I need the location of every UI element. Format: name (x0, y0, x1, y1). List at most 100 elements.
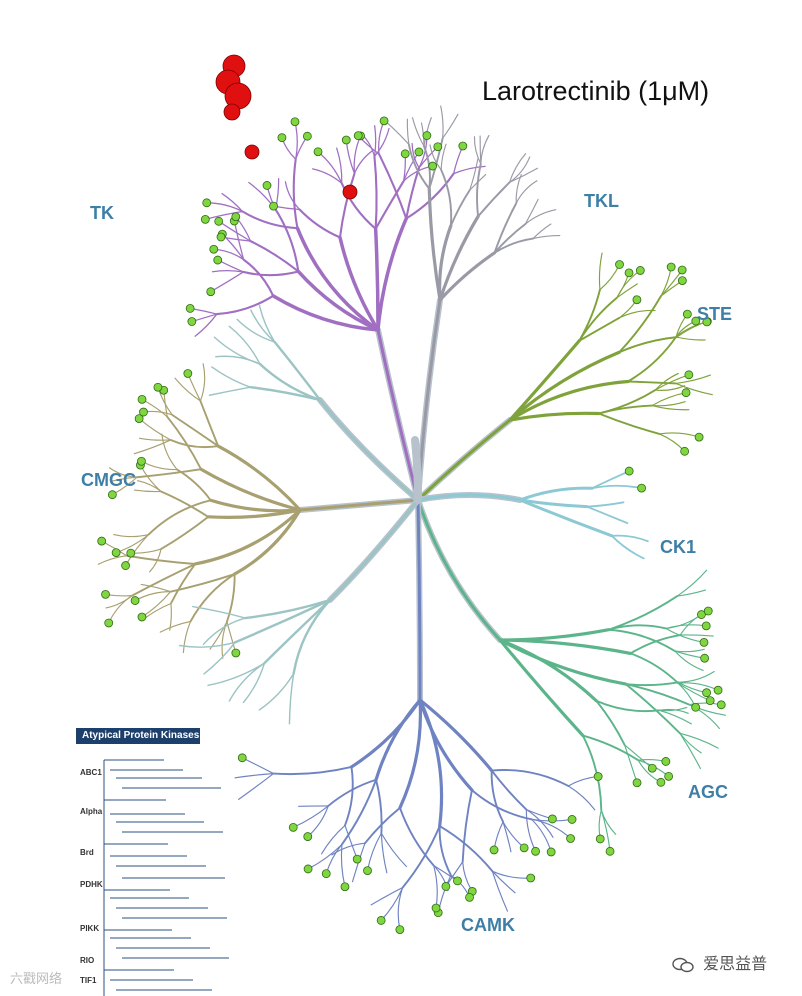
branch-line (193, 508, 302, 566)
branch-line (618, 336, 678, 354)
kinase-node-ste (684, 370, 694, 380)
branch-line (160, 490, 210, 518)
branch-line (210, 271, 245, 293)
branch-line (228, 325, 261, 365)
kinase-node-ck1 (637, 483, 646, 493)
group-trunk-ste (416, 418, 512, 502)
kinase-node-tk (379, 116, 389, 126)
branch-line (138, 418, 172, 441)
branch-line (581, 734, 603, 812)
branch-line (169, 438, 220, 449)
kinase-node-ste (632, 295, 642, 305)
branch-line (373, 125, 377, 158)
branch-line (373, 227, 380, 332)
branch-line (131, 563, 197, 597)
branch-line (480, 134, 490, 165)
branch-line (493, 223, 527, 254)
branch-line (242, 270, 300, 277)
branch-line (624, 683, 691, 706)
kinase-node-agc (699, 637, 709, 647)
kinase-node-agc (705, 696, 715, 706)
branch-line (233, 508, 302, 576)
branch-line (113, 533, 150, 538)
branch-line (207, 662, 266, 687)
kinase-node-agc (656, 777, 666, 787)
kinase-node-tk (269, 201, 278, 211)
wechat-icon (672, 957, 694, 972)
branch-line (401, 825, 441, 889)
branch-line (418, 698, 494, 773)
kinase-node-tk (214, 216, 224, 226)
branch-line (233, 598, 332, 644)
branch-line (340, 778, 378, 846)
branch-line (498, 638, 585, 738)
branch-line (307, 805, 329, 838)
branch-line (182, 620, 192, 654)
kinase-node-tk (302, 131, 312, 141)
branch-line (169, 563, 197, 605)
kinase-node-camk (531, 846, 540, 856)
group-label-camk: CAMK (461, 915, 515, 935)
branch-line (377, 152, 408, 220)
branch-line (518, 498, 614, 538)
kinase-node-agc (700, 653, 710, 663)
branch-line (418, 698, 444, 828)
branch-line (610, 534, 645, 560)
branch-line (518, 486, 594, 502)
branch-line (234, 772, 275, 779)
branch-line (473, 136, 482, 165)
kinase-node-tk (414, 147, 424, 157)
branch-line (108, 595, 133, 624)
branch-line (338, 172, 356, 239)
branch-line (461, 789, 473, 863)
branch-line (411, 117, 425, 147)
branch-line (508, 379, 630, 422)
branch-line (490, 769, 505, 823)
branch-line (194, 313, 218, 337)
branch-line (598, 252, 603, 291)
branch-line (600, 809, 617, 835)
kinase-node-tk (313, 147, 323, 157)
branch-line (438, 251, 497, 302)
branch-line (215, 294, 275, 316)
branch-line (433, 864, 438, 909)
kinase-node-camk (453, 876, 462, 886)
kinase-node-cmgc (101, 589, 110, 599)
branch-line (273, 340, 322, 402)
branch-line (169, 602, 172, 631)
branch-line (581, 734, 640, 762)
branch-line (139, 464, 162, 493)
branch-line (624, 681, 680, 687)
branch-line (676, 569, 708, 597)
kinase-node-cmgc (97, 536, 107, 546)
kinase-node-camk (431, 903, 441, 913)
branch-line (651, 392, 687, 407)
branch-line (211, 270, 245, 273)
kinase-node-camk (465, 892, 474, 902)
kinase-node-cmgc (137, 612, 147, 622)
branch-line (274, 208, 300, 273)
branch-line (211, 366, 252, 388)
branch-line (135, 468, 202, 479)
group-trunk-camk (416, 498, 422, 702)
branch-line (469, 158, 479, 191)
kinase-node-ste (694, 432, 704, 442)
branch-line (508, 350, 621, 422)
branch-line (149, 548, 162, 573)
branch-line (250, 309, 276, 343)
branch-line (476, 162, 482, 218)
branch-line (166, 415, 202, 471)
kinase-node-agc (647, 763, 657, 773)
atypical-item-brd: Brd (80, 848, 94, 857)
branch-line (599, 263, 621, 291)
atypical-item-pdhk: PDHK (80, 880, 103, 889)
branch-line (272, 766, 353, 776)
branch-line (312, 168, 343, 184)
kinase-node-cmgc (130, 596, 140, 605)
atypical-header: Atypical Protein Kinases (76, 728, 200, 744)
kinase-node-tk (277, 133, 287, 143)
branch-line (373, 155, 378, 230)
kinase-node-cmgc (137, 394, 147, 404)
branch-line (258, 304, 276, 343)
branch-line (178, 641, 236, 648)
